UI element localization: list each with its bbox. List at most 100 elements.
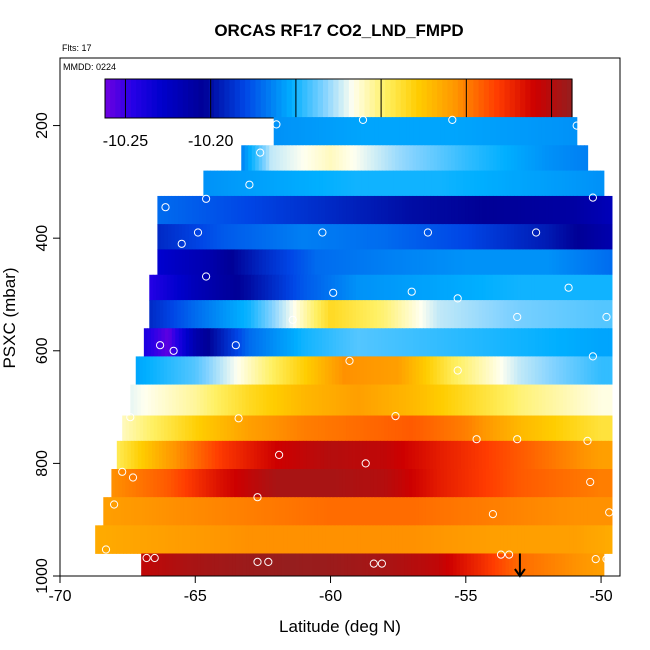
colorbar-cell [234,79,241,118]
heatmap-cell [336,170,341,197]
heatmap-cell [391,145,396,172]
heatmap-cell [394,469,399,498]
heatmap-cell [519,553,524,576]
heatmap-cell [370,300,375,329]
heatmap-cell [468,145,473,172]
heatmap-cell [445,170,450,197]
heatmap-cell [419,195,424,225]
heatmap-cell [482,415,487,442]
heatmap-cell [219,356,224,385]
heatmap-cell [478,356,483,385]
heatmap-cell [430,117,435,146]
heatmap-cell [343,384,348,416]
heatmap-cell [534,415,540,442]
heatmap-cell [261,469,266,498]
heatmap-cell [471,415,477,442]
heatmap-cell [377,356,382,385]
heatmap-cell [580,525,585,554]
colorbar-cell [245,79,251,118]
heatmap-cell [190,440,195,470]
heatmap-cell [318,249,323,276]
heatmap-cell [209,469,214,498]
heatmap-cell [332,224,337,250]
heatmap-cell [276,525,281,554]
heatmap-cell [580,145,585,172]
heatmap-cell [451,195,456,225]
heatmap-cell [475,145,480,172]
heatmap-cell [381,117,386,146]
heatmap-cell [230,469,235,498]
heatmap-cell [398,195,403,225]
heatmap-cell [341,440,346,470]
heatmap-cell [266,525,271,554]
heatmap-cell [248,525,253,554]
colorbar-cell [400,79,407,118]
heatmap-cell [311,328,316,357]
heatmap-cell [288,440,293,470]
heatmap-cell [559,497,564,526]
heatmap-cell [397,440,402,470]
heatmap-cell [472,195,477,225]
track-point [161,203,170,212]
heatmap-cell [300,415,305,442]
heatmap-cell [579,170,584,197]
heatmap-cell [416,117,421,146]
heatmap-cell [289,469,294,498]
heatmap-cell [502,553,507,576]
heatmap-cell [559,274,564,301]
heatmap-cell [513,300,518,329]
heatmap-cell [192,249,197,276]
heatmap-cell [552,525,557,554]
colorbar-cell [172,79,179,118]
heatmap-cell [594,384,599,416]
heatmap-cell [180,274,185,301]
heatmap-cell [262,224,267,250]
heatmap-cell [454,384,459,416]
heatmap-cell [258,145,263,172]
heatmap-cell [437,195,442,225]
heatmap-cell [109,525,114,554]
heatmap-cell [172,384,177,416]
heatmap-cell [524,224,529,250]
heatmap-cell [245,525,250,554]
heatmap-cell [419,525,424,554]
heatmap-cell [185,328,190,357]
heatmap-cell [159,300,164,329]
heatmap-cell [209,415,214,442]
heatmap-cell [447,415,452,442]
heatmap-cell [541,440,546,470]
heatmap-cell [209,224,214,250]
heatmap-cell [597,300,602,329]
heatmap-cell [199,525,204,554]
heatmap-cell [594,469,599,498]
heatmap-cell [431,170,436,197]
heatmap-cell [384,274,389,301]
heatmap-cell [552,415,557,442]
heatmap-cell [227,415,232,442]
heatmap-cell [248,224,253,250]
heatmap-cell [405,249,410,276]
heatmap-cell [185,224,190,250]
track-point [126,413,135,422]
heatmap-cell [569,195,575,225]
heatmap-cell [549,328,554,357]
heatmap-cell [461,384,466,416]
heatmap-cell [183,440,188,470]
heatmap-cell [402,328,407,357]
heatmap-cell [298,117,303,146]
heatmap-cell [322,525,327,554]
heatmap-cell [368,553,374,576]
heatmap-cell [604,356,609,385]
heatmap-cell [370,195,375,225]
heatmap-cell [313,300,319,329]
heatmap-cell [345,300,350,329]
heatmap-cell [409,525,414,554]
heatmap-cell [555,224,561,250]
heatmap-cell [210,328,215,357]
heatmap-cell [527,415,533,442]
heatmap-cell [513,195,519,225]
heatmap-cell [300,224,305,250]
heatmap-cell [558,170,563,197]
heatmap-cell [161,328,166,357]
heatmap-cell [548,274,553,301]
